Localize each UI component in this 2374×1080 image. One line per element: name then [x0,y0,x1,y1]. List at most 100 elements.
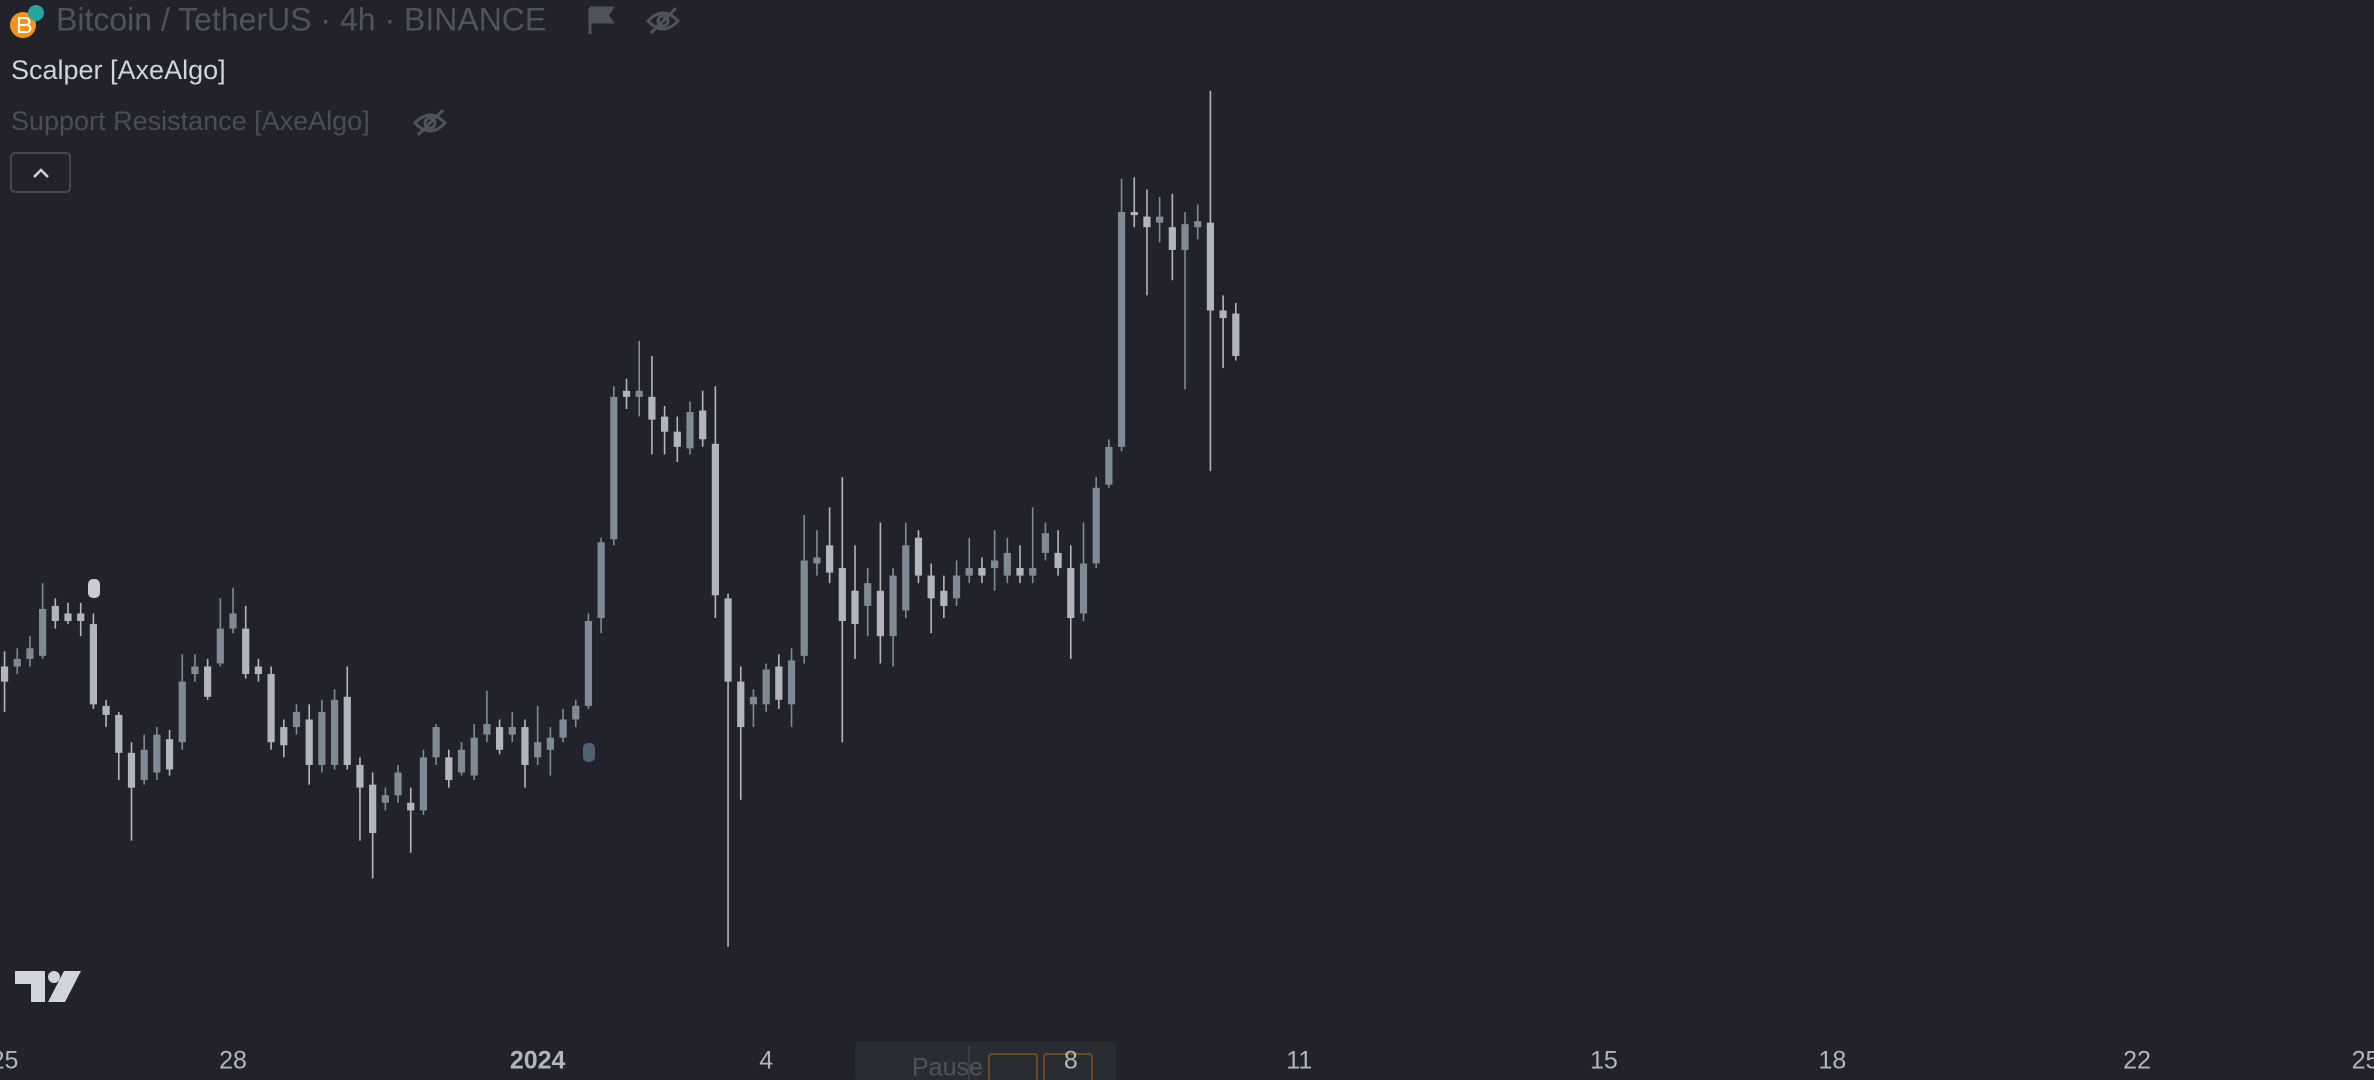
tradingview-logo [15,971,81,1002]
candle-body [1156,216,1164,223]
x-tick-label: 4 [759,1047,773,1075]
candle-body [1003,552,1011,576]
candle-body [584,621,593,706]
candle-body [749,696,758,705]
candle-body [876,590,884,637]
candle-body [191,666,199,675]
chevron-icon [33,168,49,178]
candle-body [1067,568,1075,619]
candle-body [204,666,212,697]
candle-body [762,669,770,705]
symbol-title: Bitcoin / TetherUS · 4h · BINANCE [56,1,546,37]
candle-body [597,542,605,619]
candle-body [813,557,821,564]
candle-body [127,752,136,788]
candle-body [267,674,275,743]
candle-body [838,568,846,622]
candle-body [635,390,643,397]
visibility-icon[interactable] [645,6,681,35]
candle-body [648,396,656,420]
indicator-label[interactable]: Scalper [AxeAlgo] [11,55,226,85]
candle-body [115,714,123,753]
x-tick-label: 28 [219,1047,247,1075]
candle-body [902,545,910,611]
exchange-icon [28,5,44,21]
candle-body [572,705,580,720]
candle-body [775,666,783,700]
candle-body [495,727,504,750]
candle-body [559,719,567,738]
add-icon[interactable] [1043,1053,1093,1080]
pause-button[interactable]: Pause [912,1054,983,1080]
pause-bar [855,1042,1116,1080]
candle-body [153,734,161,773]
candle-body [914,537,923,576]
candle-body [1117,212,1126,447]
indicator-label[interactable]: Support Resistance [AxeAlgo] [11,106,370,136]
candle-body [1092,487,1100,564]
candle-body [546,737,554,750]
candle-body [622,390,631,397]
candle-body [165,739,174,770]
candle-body [381,795,389,803]
candle-body [432,727,440,758]
candle-body [1016,568,1024,576]
candle-body [1041,533,1050,553]
candle-body [178,681,186,743]
candle-body [1130,212,1138,216]
candle-body [89,624,97,705]
candle-body [13,658,21,667]
candle-body [470,737,478,776]
candle-body [1029,568,1037,576]
candle-body [64,613,72,622]
candles [0,90,1240,947]
candle-body [800,560,808,656]
candle-body [457,749,466,773]
candle-body [787,660,796,705]
candle-body [445,757,453,781]
x-tick-label: 11 [1286,1047,1312,1075]
x-tick-label: 22 [2123,1047,2151,1075]
signal-marker [88,579,100,598]
candle-body [280,727,288,746]
visibility-icon[interactable] [412,108,448,137]
candle-body [661,416,669,432]
candle-body [978,568,986,576]
candle-body [0,666,9,682]
candle-body [102,705,110,715]
signal-marker [583,743,595,762]
candle-body [711,443,719,596]
candle-body [889,575,897,637]
candle-body [140,749,148,781]
x-tick-label: 25 [0,1047,18,1075]
candle-body [1054,552,1062,569]
candle-body [1194,221,1202,228]
candle-body [1232,313,1240,356]
candle-body [305,719,313,765]
candle-body [483,724,491,735]
candle-body [737,681,745,728]
candle-body [965,568,973,576]
collapse-button[interactable] [10,152,71,193]
candle-body [292,711,301,728]
replay-icon[interactable] [988,1053,1038,1080]
candle-body [991,560,999,569]
candle-body [927,575,935,599]
candle-body [952,575,961,599]
candle-body [1079,563,1088,614]
candle-body [394,772,402,796]
candle-body [1181,224,1189,250]
candle-body [673,431,681,447]
candle-body [330,699,339,765]
candle-body [534,742,542,758]
flag-icon[interactable] [588,6,615,34]
x-axis: 25 28 2024 4 8 11 15 18 22 25 [0,1047,2374,1075]
candle-body [242,628,250,675]
candle-body [216,628,224,664]
candle-body [826,545,834,573]
candle-body [1143,216,1151,228]
candle-body [77,613,85,622]
candle-body [229,613,237,629]
symbol-glyph [18,17,32,33]
